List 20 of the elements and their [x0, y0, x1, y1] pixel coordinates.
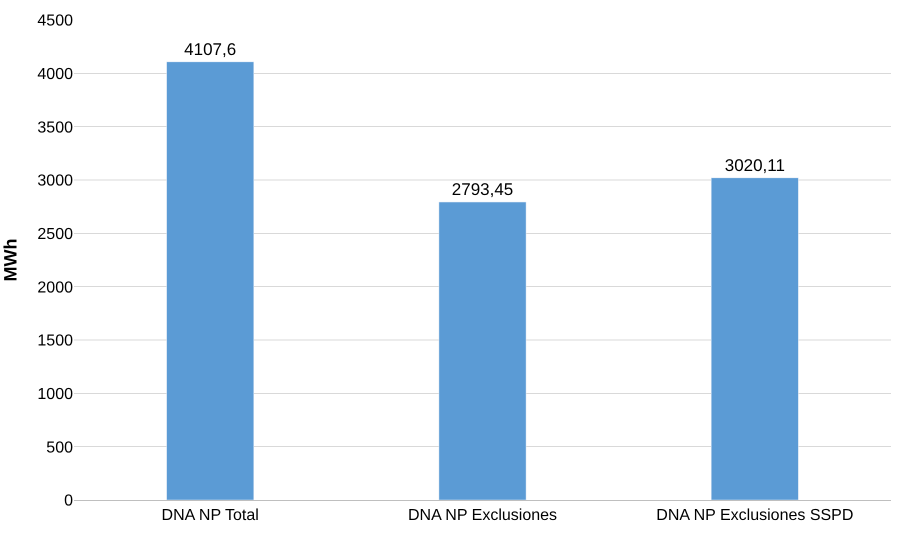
data-label: 4107,6 — [184, 40, 236, 59]
x-tick-label: DNA NP Total — [162, 507, 259, 524]
y-tick-label: 2500 — [37, 226, 74, 243]
y-tick-label: 1000 — [37, 386, 74, 403]
bar — [711, 178, 799, 500]
y-tick-label: 0 — [64, 492, 74, 510]
y-tick-label: 500 — [46, 439, 74, 456]
y-tick-label: 2000 — [37, 279, 74, 296]
y-axis-title: MWh — [0, 238, 21, 282]
data-label: 3020,11 — [724, 156, 785, 175]
y-tick-label: 3000 — [37, 172, 74, 190]
bar — [438, 202, 526, 500]
y-tick-label: 4500 — [37, 12, 74, 30]
x-tick-label: DNA NP Exclusiones — [408, 507, 558, 524]
data-label: 2793,45 — [452, 180, 514, 200]
y-tick-label: 3500 — [37, 119, 74, 136]
bar — [166, 62, 254, 500]
y-tick-label: 4000 — [37, 66, 74, 83]
x-tick-label: DNA NP Exclusiones SSPD — [656, 507, 854, 524]
y-tick-label: 1500 — [37, 332, 74, 350]
